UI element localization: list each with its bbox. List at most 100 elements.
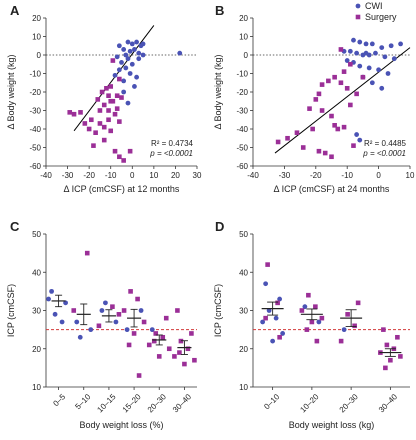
x-axis-label: Δ ICP (cmCSF) at 24 months (274, 184, 390, 194)
cwi-point (260, 319, 266, 325)
x-tick-label: -20 (310, 171, 322, 180)
x-tick-label: -10 (105, 171, 117, 180)
y-axis-label: Δ Body weight (kg) (6, 54, 16, 129)
surgery-point (95, 97, 101, 102)
cwi-point (129, 61, 135, 67)
r-squared-label: R² = 0.4734 (151, 139, 194, 148)
surgery-point (126, 342, 132, 348)
surgery-point (300, 145, 306, 150)
x-tick-label: 0 (376, 171, 381, 180)
x-axis-label: Body weight loss (%) (79, 420, 163, 430)
y-tick-label: 20 (239, 14, 248, 23)
surgery-point (136, 373, 142, 378)
cwi-point (391, 56, 397, 62)
x-tick-label: 5–10 (73, 392, 92, 411)
surgery-point (355, 300, 361, 306)
surgery-point (116, 312, 122, 317)
surgery-point (354, 91, 359, 97)
legend-cwi-marker (355, 3, 361, 9)
cwi-point (74, 319, 80, 325)
surgery-point (299, 308, 305, 313)
cwi-point (121, 78, 127, 84)
surgery-point (344, 86, 350, 91)
cwi-point (136, 56, 142, 62)
x-tick-label: 15–20 (121, 392, 143, 414)
surgery-point (99, 89, 105, 95)
cwi-point (363, 41, 369, 47)
surgery-point (153, 331, 159, 336)
y-tick-label: -60 (29, 162, 41, 171)
cwi-point (46, 296, 51, 302)
surgery-point (112, 111, 118, 117)
y-tick-label: -20 (236, 88, 248, 97)
cwi-point (357, 63, 363, 69)
surgery-point (114, 106, 120, 111)
cwi-point (132, 47, 137, 52)
y-tick-label: -40 (29, 125, 41, 134)
y-axis-label: ICP (cmCSF) (6, 284, 16, 337)
surgery-point (294, 130, 300, 135)
surgery-point (341, 69, 347, 74)
cwi-point (123, 52, 129, 58)
surgery-point (97, 121, 103, 126)
y-tick-label: 0 (244, 51, 249, 60)
x-tick-label: 20 (171, 171, 180, 180)
surgery-point (189, 331, 194, 336)
surgery-point (275, 139, 281, 145)
x-tick-label: 10 (149, 171, 158, 180)
cwi-point (266, 308, 272, 313)
y-tick-label: 30 (239, 307, 248, 316)
cwi-point (121, 47, 127, 52)
surgery-point (106, 108, 111, 113)
cwi-point (302, 304, 308, 310)
surgery-point (82, 121, 88, 126)
surgery-point (97, 108, 103, 113)
panel-b: B 20 10 0 -10 -20 -30 -40 -50 -60 Δ Body weight (k… (213, 1, 415, 194)
y-tick-label: 50 (32, 230, 41, 239)
surgery-point (338, 338, 344, 344)
y-tick-label: 50 (239, 230, 248, 239)
surgery-point (141, 319, 147, 325)
y-tick-label: 10 (32, 33, 41, 42)
surgery-point (326, 78, 331, 84)
cwi-point (376, 67, 381, 73)
surgery-point (67, 110, 73, 115)
surgery-point (310, 126, 315, 132)
surgery-point (89, 117, 94, 123)
surgery-point (108, 128, 114, 134)
y-tick-label: -10 (29, 70, 41, 79)
surgery-point (185, 346, 191, 352)
y-tick-label: -30 (236, 107, 248, 116)
cwi-point (116, 67, 122, 73)
surgery-point (383, 365, 388, 371)
panel-letter: D (215, 219, 224, 234)
cwi-point (123, 65, 129, 71)
surgery-point (313, 304, 318, 309)
cwi-point (263, 281, 269, 287)
cwi-point (124, 327, 130, 333)
surgery-point (127, 148, 133, 154)
surgery-point (131, 331, 137, 336)
surgery-point (335, 126, 341, 132)
regression-line (274, 47, 411, 154)
surgery-point (117, 154, 122, 160)
y-axis-label: Δ Body weight (kg) (213, 54, 223, 129)
regression-line (73, 25, 155, 132)
cwi-point (125, 100, 131, 106)
y-tick-label: -20 (29, 88, 41, 97)
cwi-point (354, 50, 360, 56)
x-tick-label: 10 (406, 171, 415, 180)
surgery-point (329, 113, 334, 119)
y-tick-label: -50 (29, 144, 41, 153)
surgery-point (135, 296, 140, 302)
cwi-point (270, 338, 276, 344)
surgery-point (151, 338, 157, 344)
cwi-point (129, 41, 135, 47)
surgery-point (101, 102, 107, 108)
x-tick-label: 0–5 (51, 392, 67, 408)
cwi-point (149, 327, 155, 333)
cwi-point (121, 89, 127, 95)
x-tick-label: 0–10 (262, 392, 281, 411)
panel-letter: C (10, 219, 20, 234)
